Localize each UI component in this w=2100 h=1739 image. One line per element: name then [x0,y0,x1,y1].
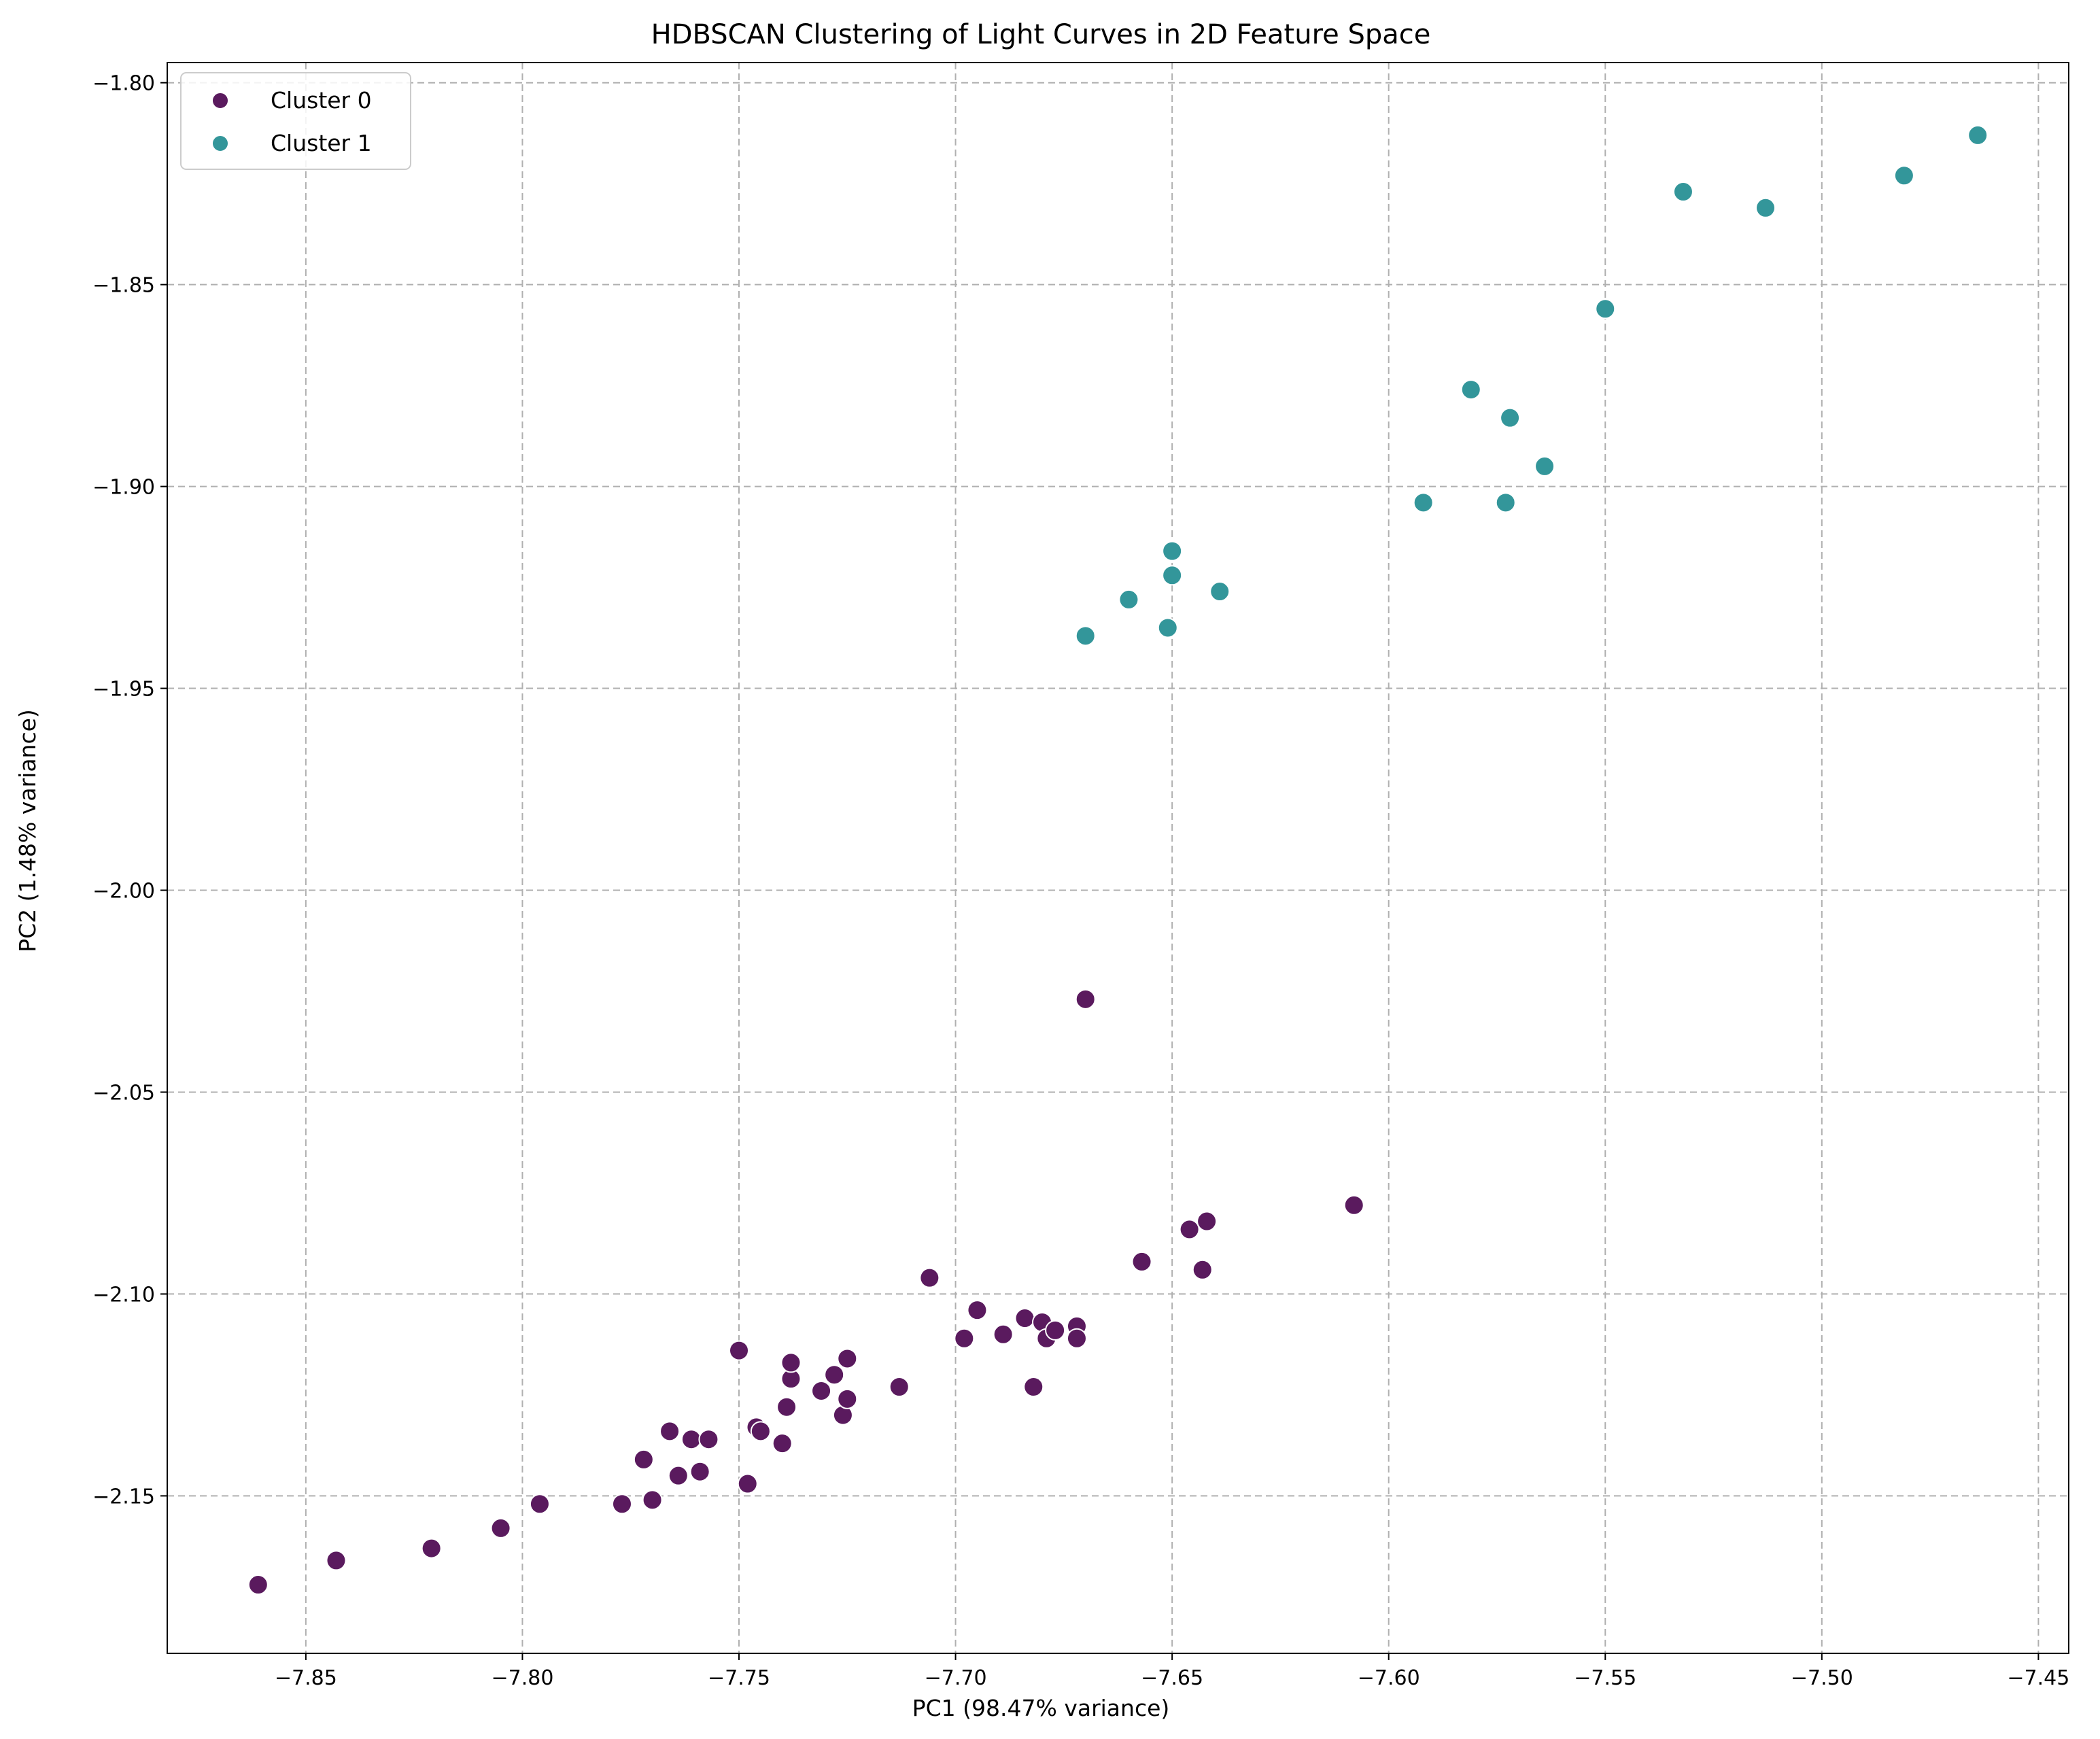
x-tick-label: −7.55 [1574,1666,1636,1690]
y-tick-label: −2.10 [92,1283,155,1307]
data-point-cluster-1 [1209,581,1230,602]
data-point-cluster-1 [1075,625,1096,647]
data-point-cluster-0 [967,1300,988,1321]
y-tick-label: −2.15 [92,1485,155,1509]
data-point-cluster-0 [611,1494,632,1515]
x-tick-label: −7.60 [1358,1666,1420,1690]
data-point-cluster-1 [1893,165,1914,186]
data-point-cluster-1 [1967,124,1989,145]
data-point-cluster-0 [1023,1377,1044,1398]
legend-marker-cluster-0 [211,92,229,109]
data-point-cluster-1 [1162,540,1183,562]
x-tick-label: −7.85 [275,1666,337,1690]
data-point-cluster-1 [1672,182,1693,203]
y-tick-label: −1.95 [92,678,155,702]
data-point-cluster-0 [529,1494,550,1515]
data-point-cluster-0 [824,1364,845,1385]
y-tick-label: −1.90 [92,476,155,500]
data-point-cluster-1 [1162,565,1183,586]
data-point-cluster-1 [1460,379,1481,400]
legend-box [180,72,411,170]
data-point-cluster-0 [993,1324,1014,1345]
x-tick-label: −7.50 [1791,1666,1853,1690]
data-point-cluster-0 [1197,1211,1218,1232]
y-tick-label: −2.00 [92,880,155,903]
data-point-cluster-0 [1192,1259,1213,1280]
x-axis-label: PC1 (98.47% variance) [912,1695,1170,1721]
data-point-cluster-0 [737,1473,758,1494]
data-point-cluster-0 [1131,1251,1152,1272]
x-tick-label: −7.65 [1141,1666,1203,1690]
data-point-cluster-0 [1014,1308,1035,1329]
legend-label-cluster-1: Cluster 1 [271,130,372,156]
data-point-cluster-0 [837,1388,858,1409]
y-tick-label: −1.80 [92,72,155,96]
data-point-cluster-1 [1495,492,1516,513]
data-point-cluster-1 [1157,617,1178,638]
y-tick-label: −1.85 [92,274,155,298]
data-point-cluster-0 [776,1396,797,1417]
data-point-cluster-0 [750,1421,771,1442]
data-point-cluster-0 [1075,988,1096,1010]
data-point-cluster-1 [1595,298,1616,320]
data-point-cluster-1 [1500,407,1521,428]
x-axis-ticks: −7.85 −7.80 −7.75 −7.70 −7.65 −7.60 −7.55 −7.50… [275,1653,2069,1690]
data-point-cluster-0 [490,1517,511,1538]
data-point-cluster-0 [889,1377,910,1398]
chart-title: HDBSCAN Clustering of Light Curves in 2D… [651,19,1431,50]
data-point-cluster-0 [668,1465,689,1486]
y-axis-ticks: −1.80 −1.85 −1.90 −1.95 −2.00 −2.05 −2.10 −2.15 [92,72,167,1509]
x-tick-label: −7.70 [925,1666,987,1690]
legend-label-cluster-0: Cluster 0 [271,87,372,114]
data-point-cluster-0 [837,1348,858,1369]
data-point-cluster-0 [780,1352,802,1373]
data-point-cluster-0 [642,1490,663,1511]
data-point-cluster-0 [1045,1320,1066,1341]
data-point-cluster-0 [689,1461,710,1482]
data-point-cluster-0 [698,1429,719,1450]
data-point-cluster-0 [659,1421,681,1442]
data-point-cluster-1 [1534,455,1555,477]
legend-marker-cluster-1 [211,135,229,152]
grid [167,63,2069,1653]
data-point-cluster-0 [326,1550,347,1571]
data-point-cluster-0 [1343,1194,1364,1216]
data-point-cluster-1 [1118,589,1139,610]
data-point-cluster-0 [1179,1219,1200,1240]
data-point-cluster-0 [919,1267,940,1288]
data-points [247,124,1989,1596]
y-axis-label: PC2 (1.48% variance) [14,709,41,952]
data-point-cluster-1 [1755,197,1776,218]
x-tick-label: −7.45 [2007,1666,2069,1690]
legend: Cluster 0 Cluster 1 [180,72,411,170]
data-point-cluster-0 [811,1380,832,1401]
y-tick-label: −2.05 [92,1081,155,1105]
data-point-cluster-0 [772,1433,793,1454]
data-point-cluster-0 [633,1449,654,1470]
data-point-cluster-0 [729,1340,750,1361]
x-tick-label: −7.75 [708,1666,770,1690]
data-point-cluster-0 [247,1574,269,1596]
x-tick-label: −7.80 [491,1666,553,1690]
data-point-cluster-0 [954,1328,975,1349]
plot-frame [167,62,2069,1654]
data-point-cluster-0 [421,1538,442,1559]
data-point-cluster-1 [1413,492,1434,513]
data-point-cluster-0 [681,1429,702,1450]
data-point-cluster-0 [1066,1328,1087,1349]
